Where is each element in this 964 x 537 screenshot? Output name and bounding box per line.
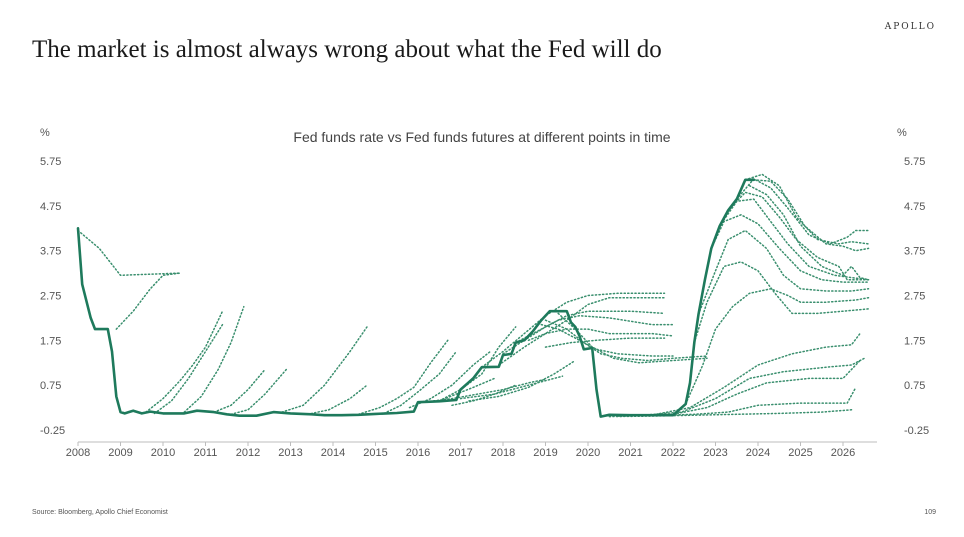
fed-funds-futures-line — [153, 323, 224, 415]
fed-funds-futures-line — [642, 357, 866, 416]
y-tick-label-right: -0.25 — [904, 425, 929, 437]
x-tick-label: 2022 — [661, 447, 685, 459]
x-tick-label: 2023 — [703, 447, 727, 459]
fed-funds-futures-line — [617, 386, 857, 417]
fed-funds-futures-line — [481, 292, 666, 368]
fed-funds-futures-line — [527, 328, 674, 342]
fed-funds-futures-line — [281, 326, 368, 413]
y-axis-right-unit: % — [897, 127, 907, 139]
fed-funds-futures-line — [357, 339, 449, 416]
fed-funds-futures-line — [655, 332, 861, 416]
x-tick-label: 2024 — [746, 447, 770, 459]
page-number: 109 — [924, 509, 936, 516]
fed-funds-chart: Fed funds rate vs Fed funds futures at d… — [40, 127, 929, 459]
fed-funds-futures-line — [629, 359, 861, 417]
fed-funds-futures-line — [718, 198, 870, 281]
fed-funds-rate-line — [76, 178, 756, 418]
fed-funds-futures-line — [459, 375, 564, 400]
y-tick-label-left: 1.75 — [40, 335, 61, 347]
y-tick-label-right: 2.75 — [904, 291, 925, 303]
y-tick-label-left: -0.25 — [40, 425, 65, 437]
page-title: The market is almost always wrong about … — [32, 36, 662, 63]
x-tick-label: 2012 — [236, 447, 260, 459]
fed-funds-futures-line — [544, 319, 708, 362]
x-tick-label: 2018 — [491, 447, 515, 459]
y-tick-label-right: 3.75 — [904, 246, 925, 258]
y-tick-label-right: 5.75 — [904, 156, 925, 168]
x-tick-label: 2008 — [66, 447, 90, 459]
x-tick-label: 2017 — [448, 447, 472, 459]
y-axis-left-unit: % — [40, 127, 50, 139]
y-tick-label-right: 4.75 — [904, 201, 925, 213]
y-tick-label-left: 4.75 — [40, 201, 61, 213]
fed-funds-futures-line — [383, 350, 458, 415]
x-tick-label: 2021 — [618, 447, 642, 459]
fed-funds-futures-line — [697, 229, 870, 316]
fed-funds-futures-line — [684, 288, 870, 405]
x-tick-label: 2026 — [831, 447, 855, 459]
fed-funds-futures-line — [710, 214, 870, 283]
source-note: Source: Bloomberg, Apollo Chief Economis… — [32, 509, 168, 516]
x-tick-label: 2016 — [406, 447, 430, 459]
fed-funds-futures-line — [77, 229, 181, 277]
brand-logo: APOLLO — [884, 22, 936, 32]
fed-funds-futures-line — [306, 384, 368, 416]
x-tick-label: 2011 — [194, 447, 218, 459]
chart-title: Fed funds rate vs Fed funds futures at d… — [293, 129, 670, 145]
fed-funds-futures-line — [498, 296, 666, 366]
fed-funds-futures-line — [744, 173, 870, 245]
x-tick-label: 2010 — [151, 447, 175, 459]
y-axis-left: 5.75 4.75 3.75 2.75 1.75 0.75 -0.25 — [40, 156, 65, 437]
x-tick-label: 2020 — [576, 447, 600, 459]
y-tick-label-left: 5.75 — [40, 156, 61, 168]
y-tick-label-left: 0.75 — [40, 380, 61, 392]
fed-funds-futures-line — [230, 368, 288, 416]
y-tick-label-left: 3.75 — [40, 246, 61, 258]
fed-funds-futures-line — [753, 179, 870, 252]
x-tick-label: 2025 — [788, 447, 812, 459]
fed-funds-futures-line — [540, 323, 674, 357]
y-tick-label-right: 1.75 — [904, 335, 925, 347]
fed-funds-futures-line — [544, 337, 666, 348]
fed-funds-futures-line — [736, 178, 870, 245]
fed-funds-futures-line — [145, 310, 224, 413]
fed-funds-futures-line — [115, 272, 181, 330]
x-axis: 2008 2009 2010 2011 2012 2013 2014 2015 2016 2017… — [66, 442, 855, 459]
fed-funds-futures-line — [693, 261, 870, 344]
fed-funds-futures-line — [213, 368, 266, 413]
fed-funds-futures-line — [183, 305, 245, 413]
fed-funds-futures-line — [438, 326, 517, 402]
x-tick-label: 2015 — [363, 447, 387, 459]
y-axis-right: 5.75 4.75 3.75 2.75 1.75 0.75 -0.25 — [904, 156, 929, 437]
x-tick-label: 2019 — [533, 447, 557, 459]
y-tick-label-left: 2.75 — [40, 291, 61, 303]
fed-funds-futures-line — [425, 378, 547, 403]
x-tick-label: 2014 — [321, 447, 345, 459]
x-tick-label: 2013 — [278, 447, 302, 459]
x-tick-label: 2009 — [108, 447, 132, 459]
series-group — [76, 173, 870, 418]
fed-funds-futures-line — [468, 359, 577, 402]
fed-funds-futures-line — [514, 314, 674, 344]
fed-funds-futures-line — [748, 184, 870, 281]
y-tick-label-right: 0.75 — [904, 380, 925, 392]
